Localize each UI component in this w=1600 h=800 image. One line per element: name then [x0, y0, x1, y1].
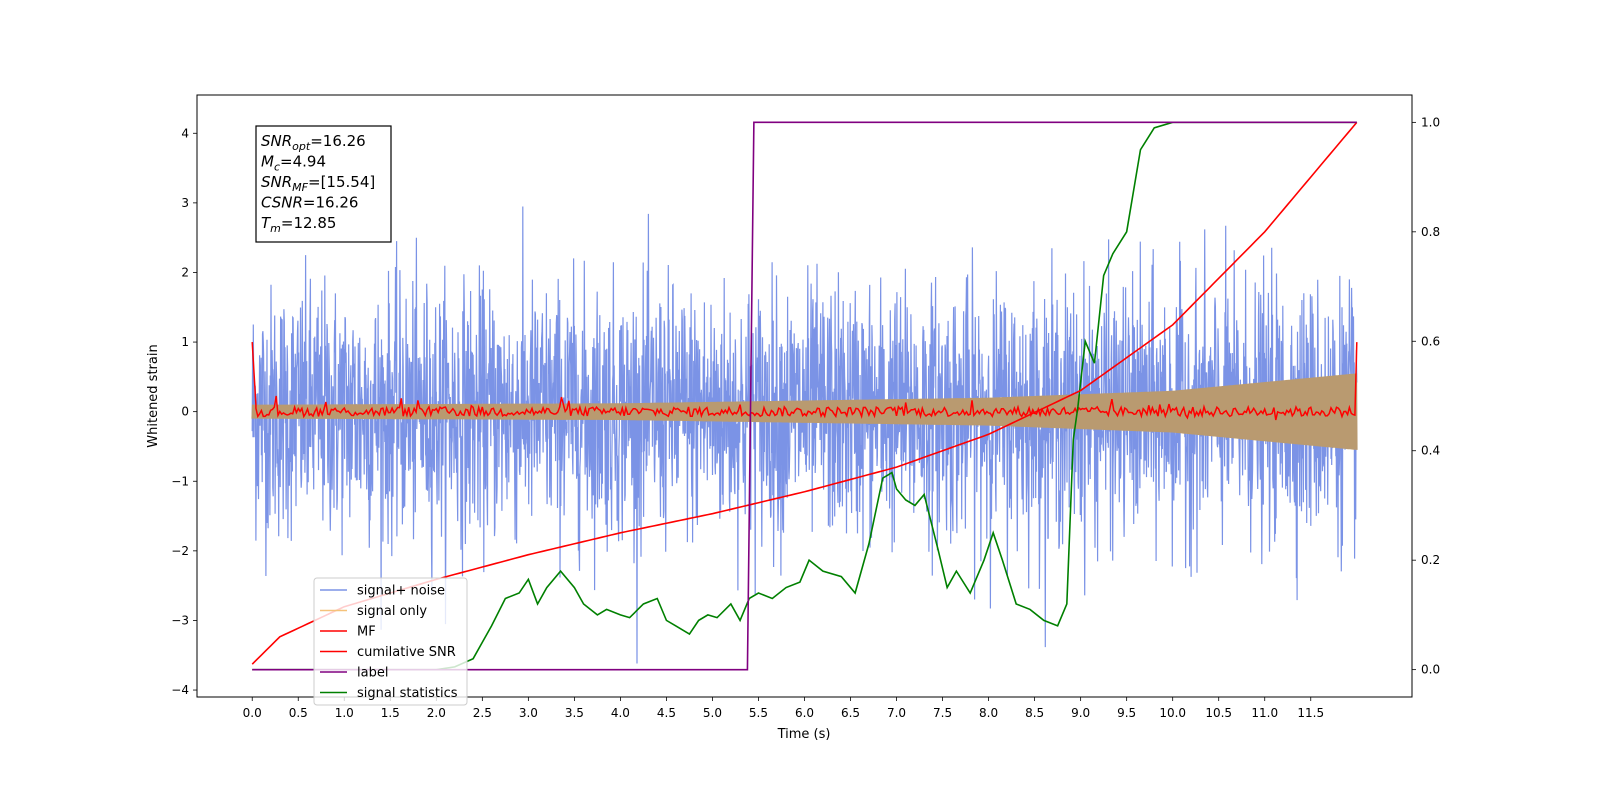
signal-only-line	[251, 373, 1358, 450]
y-tick-label: 2	[181, 265, 189, 279]
legend-entry-label: cumilative SNR	[357, 645, 456, 660]
y2-tick-label: 0.6	[1421, 334, 1440, 348]
x-tick-label: 9.5	[1117, 706, 1136, 720]
y-axis-label: Whitened strain	[146, 344, 161, 447]
y-tick-label: −2	[171, 544, 189, 558]
x-tick-label: 10.5	[1205, 706, 1232, 720]
y2-tick-label: 0.4	[1421, 444, 1440, 458]
signal-only-layer	[251, 373, 1358, 450]
y2-tick-label: 0.0	[1421, 663, 1440, 677]
y-tick-label: −3	[171, 613, 189, 627]
x-tick-label: 8.5	[1025, 706, 1044, 720]
y2-tick-label: 0.8	[1421, 225, 1440, 239]
annotation-line: SNRMF=[15.54]	[261, 173, 375, 194]
annotation-line: Mc=4.94	[261, 153, 326, 174]
x-tick-label: 3.0	[519, 706, 538, 720]
legend-entry-label: label	[357, 666, 388, 681]
x-tick-label: 3.5	[565, 706, 584, 720]
y2-tick-label: 1.0	[1421, 115, 1440, 129]
x-tick-label: 11.0	[1251, 706, 1278, 720]
y-tick-label: 0	[181, 405, 189, 419]
annotation-frame	[255, 125, 392, 243]
x-tick-label: 0.5	[289, 706, 308, 720]
signal-statistics-line	[252, 121, 1357, 671]
x-tick-label: 10.0	[1159, 706, 1186, 720]
y-tick-label: 1	[181, 335, 189, 349]
y-axis-right: 1.0 0.8 0.6 0.4 0.2 0.0	[1412, 115, 1440, 677]
legend: signal+ noise signal only MF cumilative SNR…	[313, 577, 468, 706]
annotation-line: Tm=12.85	[261, 214, 336, 235]
legend-entry-label: signal+ noise	[357, 584, 445, 599]
legend-entry-label: signal statistics	[357, 686, 458, 701]
label-line	[252, 121, 1357, 671]
y-axis-left: 4 3 2 1 0 −1 −2 −3 −4	[171, 126, 197, 697]
x-tick-label: 5.0	[703, 706, 722, 720]
x-tick-label: 4.0	[611, 706, 630, 720]
x-tick-label: 5.5	[749, 706, 768, 720]
y-tick-label: −1	[171, 474, 189, 488]
legend-entry-label: MF	[357, 625, 376, 640]
x-tick-label: 11.5	[1297, 706, 1324, 720]
x-tick-label: 2.0	[427, 706, 446, 720]
annotation-line: SNRopt=16.26	[261, 132, 366, 153]
y-tick-label: −4	[171, 683, 189, 697]
x-tick-label: 6.0	[795, 706, 814, 720]
mf-line	[251, 342, 1358, 421]
x-tick-label: 7.5	[933, 706, 952, 720]
y-tick-label: 4	[181, 126, 189, 140]
x-tick-label: 4.5	[657, 706, 676, 720]
x-tick-label: 7.0	[887, 706, 906, 720]
x-tick-label: 2.5	[473, 706, 492, 720]
x-tick-label: 0.0	[243, 706, 262, 720]
annotation-box: SNRopt=16.26Mc=4.94SNRMF=[15.54]CSNR=16.…	[255, 125, 392, 243]
legend-frame	[313, 577, 468, 706]
x-tick-label: 8.0	[979, 706, 998, 720]
legend-entry-label: signal only	[357, 604, 427, 619]
x-tick-label: 6.5	[841, 706, 860, 720]
x-tick-label: 1.0	[335, 706, 354, 720]
mf-layer	[251, 342, 1358, 421]
y2-tick-label: 0.2	[1421, 553, 1440, 567]
x-tick-label: 1.5	[381, 706, 400, 720]
x-axis: 0.0 0.5 1.0 1.5 2.0 2.5 3.0 3.5 4.0 4.5 5.0 5.5 6.0 6…	[243, 697, 1324, 720]
annotation-line: CSNR=16.26	[261, 194, 358, 212]
x-tick-label: 9.0	[1071, 706, 1090, 720]
x-axis-label: Time (s)	[777, 727, 831, 742]
y-tick-label: 3	[181, 196, 189, 210]
